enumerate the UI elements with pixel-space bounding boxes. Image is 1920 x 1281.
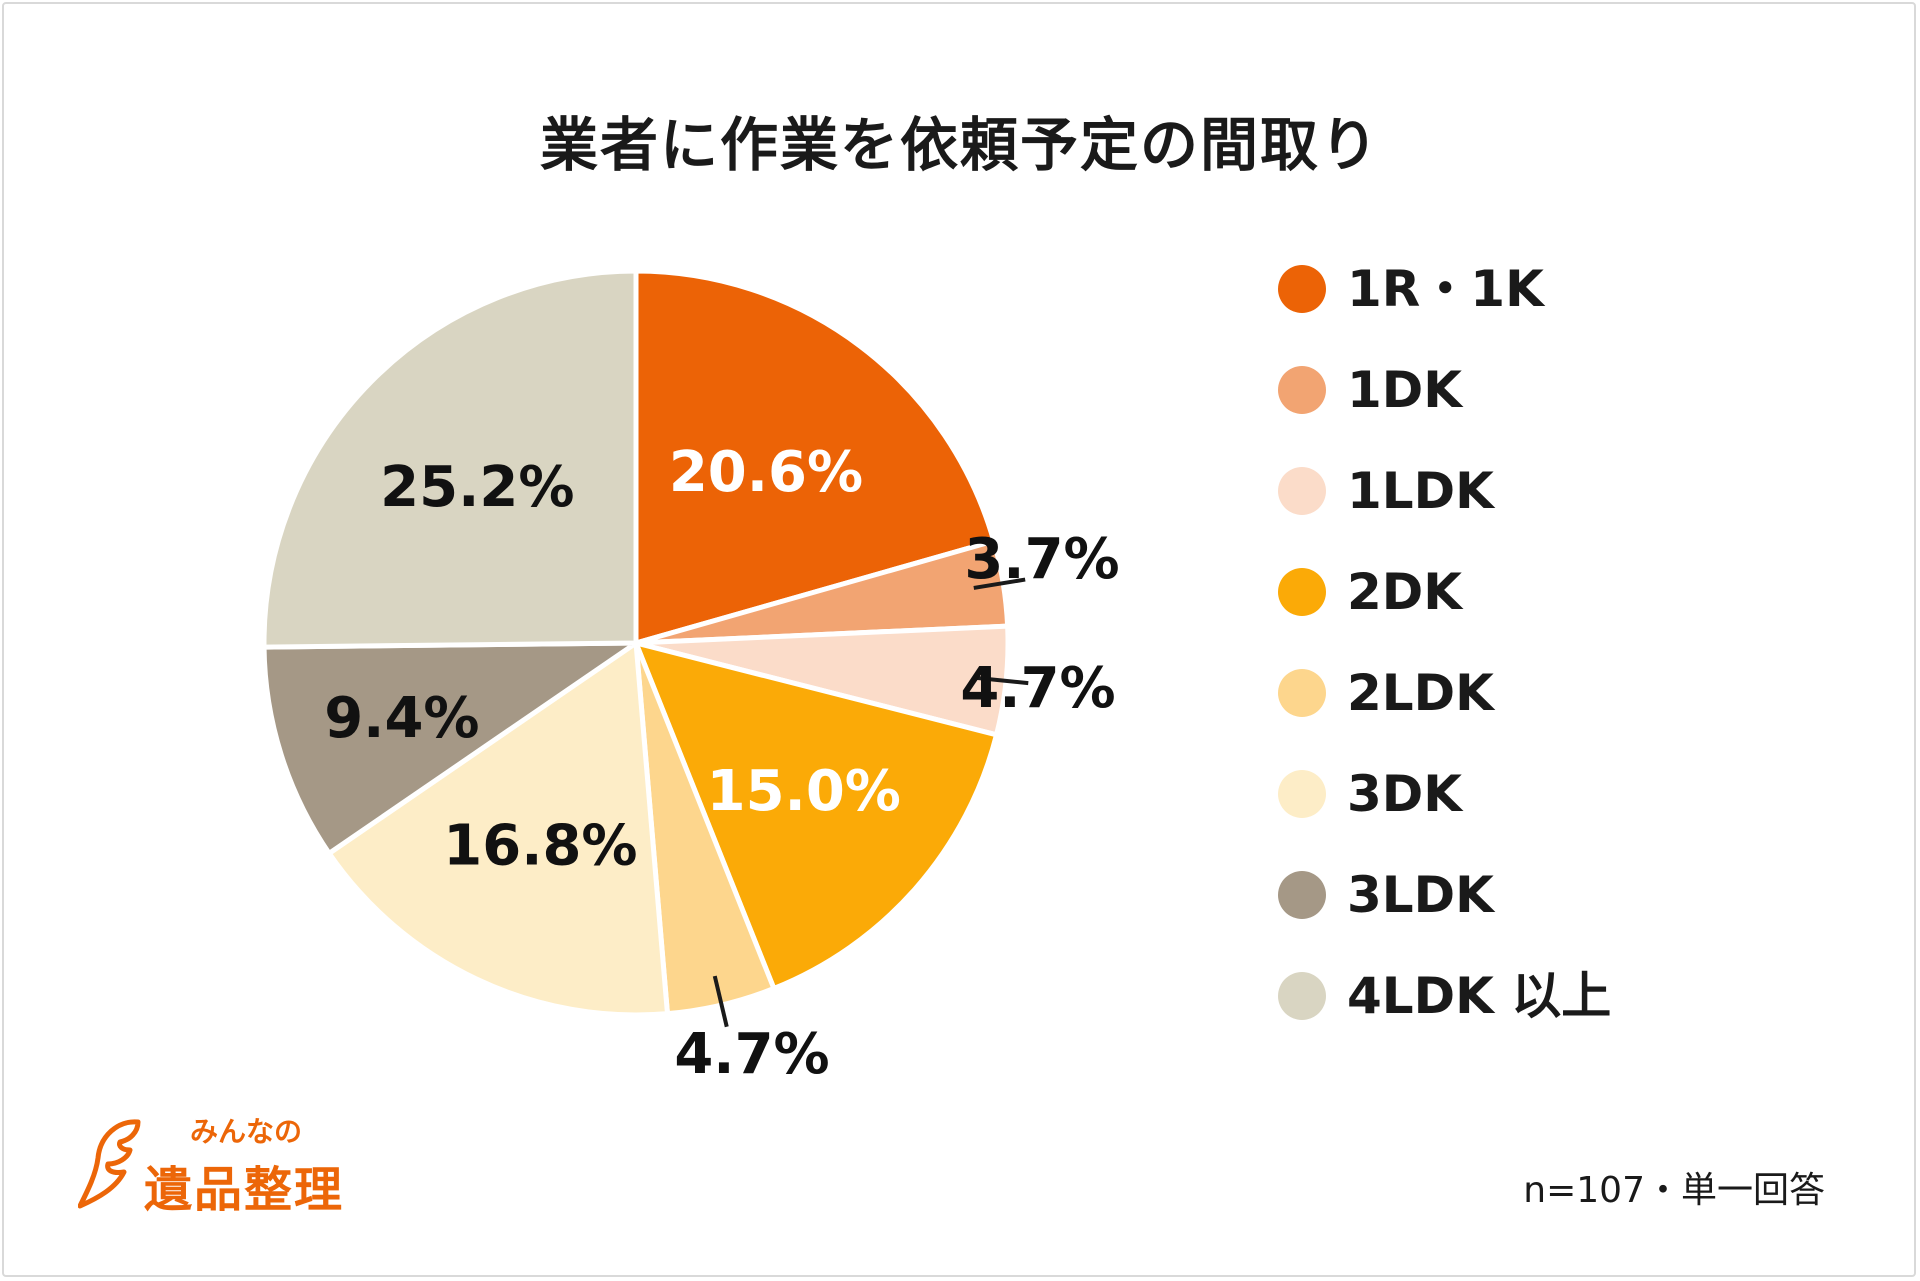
legend-swatch [1278, 770, 1326, 818]
pie-slice-3 [633, 640, 999, 991]
pie-slice-6 [261, 640, 639, 856]
legend-label: 3LDK [1347, 866, 1494, 924]
legend-label: 4LDK 以上 [1347, 967, 1612, 1025]
logo-big-text: 遺品整理 [144, 1162, 345, 1218]
leader-line-2 [976, 675, 1029, 686]
legend-swatch [1278, 972, 1326, 1020]
legend-swatch [1278, 871, 1326, 919]
legend-label: 1R・1K [1347, 260, 1544, 318]
pie-slice-7 [261, 268, 639, 650]
slice-value-label-0: 20.6% [669, 440, 863, 505]
slice-value-label-4: 4.7% [674, 1022, 829, 1087]
legend-swatch [1278, 265, 1326, 313]
legend-label: 2DK [1347, 563, 1463, 621]
pie-slice-5 [326, 640, 670, 1018]
legend-label: 2LDK [1347, 664, 1494, 722]
legend-label: 3DK [1347, 765, 1463, 823]
logo-small-text: みんなの [190, 1115, 303, 1148]
leader-line-4 [712, 975, 729, 1028]
slice-value-label-1: 3.7% [964, 527, 1119, 592]
slice-value-label-7: 25.2% [380, 455, 574, 520]
slice-value-label-2: 4.7% [960, 656, 1115, 721]
slice-value-label-3: 15.0% [707, 759, 901, 824]
chart-title: 業者に作業を依頼予定の間取り [539, 111, 1380, 179]
legend-swatch [1278, 568, 1326, 616]
leader-line-1 [973, 577, 1026, 590]
sample-footnote: n=107・単一回答 [1523, 1170, 1825, 1211]
legend-label: 1LDK [1347, 462, 1494, 520]
legend-swatch [1278, 669, 1326, 717]
brand-logo: みんなの 遺品整理 [78, 1110, 378, 1220]
legend-swatch [1278, 366, 1326, 414]
legend-label: 1DK [1347, 361, 1463, 419]
wing-icon [78, 1119, 141, 1209]
legend-swatch [1278, 467, 1326, 515]
slice-value-label-5: 16.8% [443, 814, 637, 879]
pie-slice-0 [633, 268, 997, 646]
slice-value-label-6: 9.4% [324, 686, 479, 751]
